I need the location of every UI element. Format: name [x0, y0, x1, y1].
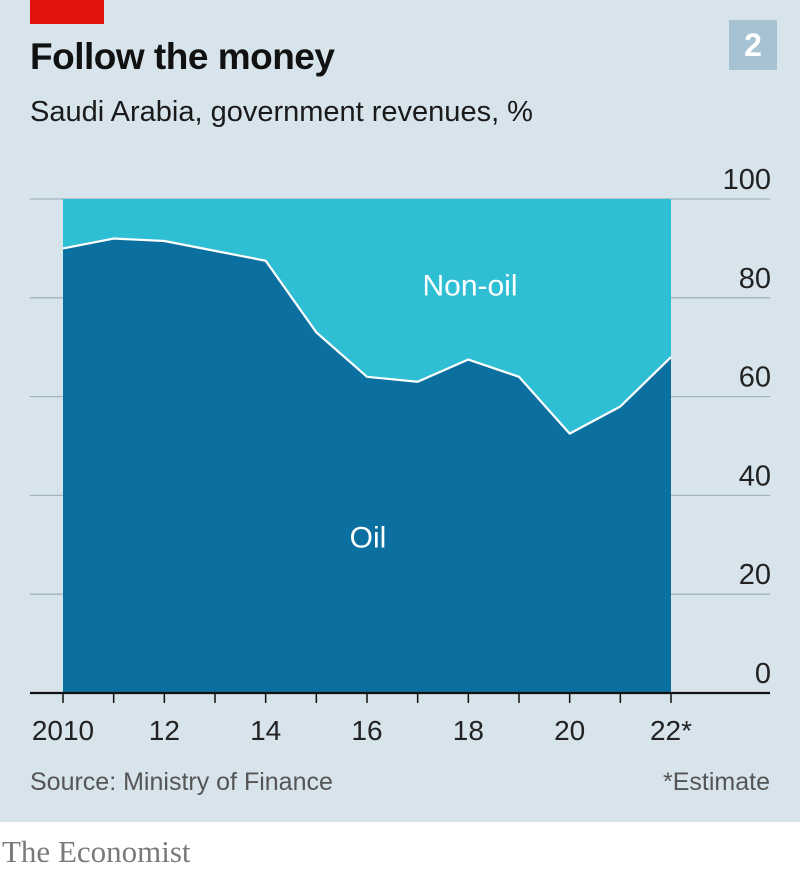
- chart-subtitle: Saudi Arabia, government revenues, %: [30, 96, 533, 128]
- area-chart: 0 20 40 60 80 100 2010 12 14 16 18 20 22* Non-oil Oi…: [30, 164, 771, 746]
- non-oil-label: Non-oil: [422, 269, 517, 302]
- non-oil-area: [63, 199, 671, 434]
- x-tick-label-2022: 22*: [650, 715, 692, 746]
- chart-title: Follow the money: [30, 36, 335, 77]
- chart-areas: [62, 199, 672, 693]
- x-tick-label-2010: 2010: [32, 715, 94, 746]
- y-axis-ticks: 0 20 40 60 80 100: [723, 164, 771, 690]
- x-tick-label-2018: 18: [453, 715, 484, 746]
- y-tick-label-20: 20: [739, 559, 771, 591]
- brand-red-tab: [30, 0, 104, 24]
- x-tick-label-2012: 12: [149, 715, 180, 746]
- x-tick-label-2016: 16: [351, 715, 382, 746]
- x-axis: 2010 12 14 16 18 20 22*: [30, 691, 770, 746]
- economist-wordmark: The Economist: [2, 834, 191, 869]
- y-tick-label-80: 80: [739, 263, 771, 295]
- source-note: Source: Ministry of Finance: [30, 768, 333, 796]
- chart-number-badge: 2: [729, 20, 777, 70]
- y-tick-label-0: 0: [755, 658, 771, 690]
- oil-boundary-line: [62, 237, 672, 435]
- y-tick-label-40: 40: [739, 460, 771, 492]
- y-tick-label-100: 100: [723, 164, 771, 196]
- estimate-footnote: *Estimate: [663, 768, 770, 796]
- oil-area: [63, 238, 671, 693]
- x-tick-label-2014: 14: [250, 715, 281, 746]
- oil-label: Oil: [350, 521, 387, 554]
- area-labels: Non-oil Oil: [350, 269, 518, 554]
- x-tick-label-2020: 20: [554, 715, 585, 746]
- y-tick-label-60: 60: [739, 362, 771, 394]
